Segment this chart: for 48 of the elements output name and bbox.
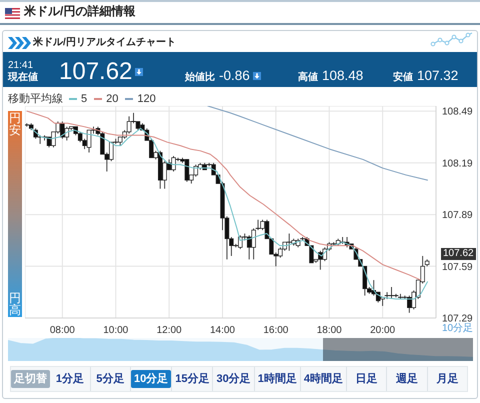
text: 1時間足 (254, 370, 300, 388)
y-tick-label: 108.49 (442, 106, 474, 118)
y-tick-label: 107.89 (442, 210, 474, 222)
x-tick-label: 14:00 (210, 325, 236, 336)
legend-label: 5 (81, 93, 88, 106)
x-tick-label: 10:00 (103, 325, 129, 336)
text: 4時間足 (300, 370, 346, 388)
text: 108.48 (322, 68, 364, 84)
legend-label: 20 (106, 93, 118, 106)
text: -0.86 (219, 68, 250, 84)
candlestick (286, 233, 292, 252)
text: 107.32 (417, 68, 458, 84)
x-tick-label: 08:00 (50, 325, 76, 336)
candlestick (86, 130, 92, 153)
text: 足切替 (11, 370, 50, 388)
text: 円高 (8, 291, 22, 317)
line-series (207, 106, 428, 181)
y-tick-label: 107.59 (442, 262, 474, 273)
x-tick-label: 16:00 (263, 325, 289, 336)
chart-title: 米ドル/円の詳細情報 (24, 4, 136, 19)
text: 10分足 (442, 323, 474, 334)
candlestick (171, 156, 176, 172)
candlestick (388, 286, 394, 300)
text: 107.62 (441, 248, 476, 260)
text: 107.62 (59, 58, 132, 86)
text: 現在値 (8, 72, 38, 84)
text: 30分足 (213, 370, 254, 388)
x-tick-label: 12:00 (156, 325, 182, 336)
text: 安値 (393, 72, 413, 84)
chart-subtitle: 米ドル/円リアルタイムチャート (33, 37, 176, 48)
y-tick-label: 108.19 (442, 158, 474, 170)
text: 週足 (394, 372, 419, 387)
x-tick-label: 20:00 (370, 325, 396, 336)
x-tick-label: 18:00 (316, 325, 342, 336)
line-series (30, 128, 428, 300)
text: 月足 (435, 372, 460, 387)
legend-label: 120 (137, 93, 156, 106)
text: 高値 (298, 72, 318, 84)
legend-title: 移動平均線 (8, 93, 63, 106)
text: 1分足 (54, 372, 86, 387)
text: 始値比 (185, 72, 215, 84)
text: 15分足 (172, 370, 212, 388)
candlestick (126, 116, 132, 134)
text: 5分足 (95, 372, 126, 387)
text: 円安 (8, 111, 22, 137)
text: 10分足 (130, 370, 172, 388)
text: 日足 (354, 372, 379, 387)
text: 21:41 (8, 60, 34, 72)
